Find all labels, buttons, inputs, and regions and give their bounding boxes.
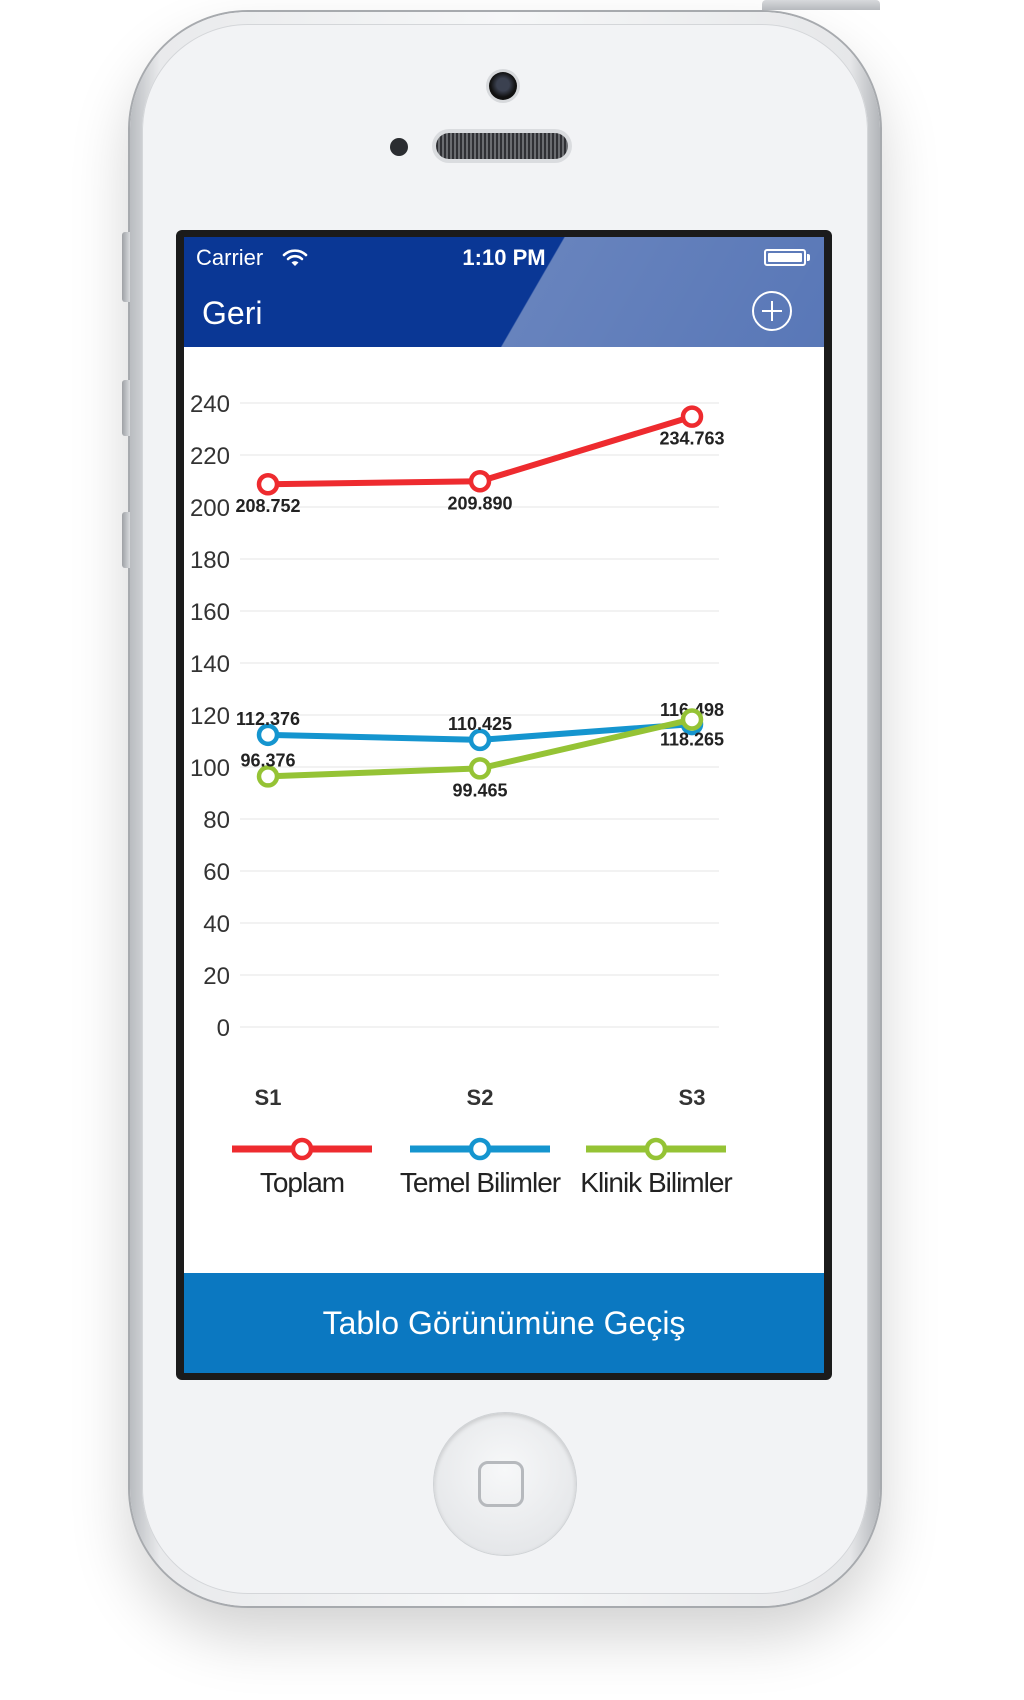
data-point[interactable] (256, 723, 280, 747)
y-tick-label: 180 (190, 547, 230, 574)
data-point[interactable] (680, 708, 704, 731)
earpiece-speaker (436, 133, 568, 159)
data-label: 110.425 (448, 714, 512, 734)
legend-label[interactable]: Toplam (260, 1167, 345, 1197)
navigation-bar: Carrier 1:10 PM Geri (184, 237, 824, 347)
home-button[interactable] (434, 1413, 576, 1555)
y-tick-label: 0 (217, 1015, 230, 1042)
battery-level (768, 253, 802, 262)
data-point[interactable] (468, 470, 492, 493)
y-tick-label: 140 (190, 651, 230, 678)
y-tick-label: 20 (203, 963, 230, 990)
data-label: 234.763 (659, 429, 724, 449)
home-button-icon (478, 1461, 524, 1507)
data-point[interactable] (256, 472, 280, 496)
battery-icon (764, 249, 806, 266)
back-button[interactable]: Geri (202, 295, 263, 331)
app-display: Carrier 1:10 PM Geri 0 20 40 60 80 100 120 140 1… (184, 237, 824, 1373)
data-label: 209.890 (447, 493, 512, 513)
battery-tip (807, 254, 810, 261)
legend-label[interactable]: Temel Bilimler (400, 1167, 562, 1197)
mute-switch (122, 232, 130, 302)
power-button (762, 0, 880, 10)
data-label: 118.265 (660, 730, 724, 750)
line-chart: 0 20 40 60 80 100 120 140 160 180 200 220 240 S1 S2 S3… (190, 391, 733, 1197)
legend-marker (644, 1137, 668, 1161)
data-label: 112.376 (236, 709, 300, 729)
data-point[interactable] (468, 757, 492, 780)
plus-circle-icon[interactable] (751, 290, 793, 332)
table-view-button[interactable]: Tablo Görünümüne Geçiş (184, 1273, 824, 1373)
y-tick-label: 120 (190, 703, 230, 730)
y-axis-ticks: 0 20 40 60 80 100 120 140 160 180 200 220 240 (190, 391, 230, 1042)
x-axis-ticks: S1 S2 S3 (255, 1085, 706, 1110)
chart-legend[interactable]: Toplam Temel Bilimler Klinik Bilimler (232, 1137, 733, 1197)
status-time: 1:10 PM (462, 245, 546, 270)
proximity-sensor (390, 138, 408, 156)
chart-gridlines (240, 402, 719, 1028)
wifi-icon (282, 249, 308, 266)
data-label: 99.465 (452, 780, 507, 800)
y-tick-label: 40 (203, 911, 230, 938)
data-point[interactable] (680, 405, 704, 428)
y-tick-label: 200 (190, 495, 230, 522)
data-label: 96.376 (240, 750, 295, 770)
legend-marker (468, 1137, 492, 1161)
chart-series: 208.752209.890234.763112.376110.425116.4… (235, 405, 725, 800)
legend-label[interactable]: Klinik Bilimler (580, 1167, 733, 1197)
y-tick-label: 100 (190, 755, 230, 782)
x-tick-label: S3 (679, 1085, 706, 1110)
volume-down-button (122, 512, 130, 568)
legend-marker (290, 1137, 314, 1161)
data-label: 208.752 (235, 496, 300, 516)
x-tick-label: S1 (255, 1085, 282, 1110)
x-tick-label: S2 (467, 1085, 494, 1110)
data-point[interactable] (256, 765, 280, 788)
navigation-bar-sheen (184, 237, 824, 347)
data-point[interactable] (468, 728, 492, 752)
y-tick-label: 80 (203, 807, 230, 834)
carrier-label: Carrier (196, 245, 264, 270)
y-tick-label: 60 (203, 859, 230, 886)
y-tick-label: 160 (190, 599, 230, 626)
front-camera (489, 72, 517, 100)
volume-up-button (122, 380, 130, 436)
y-tick-label: 240 (190, 391, 230, 418)
y-tick-label: 220 (190, 443, 230, 470)
